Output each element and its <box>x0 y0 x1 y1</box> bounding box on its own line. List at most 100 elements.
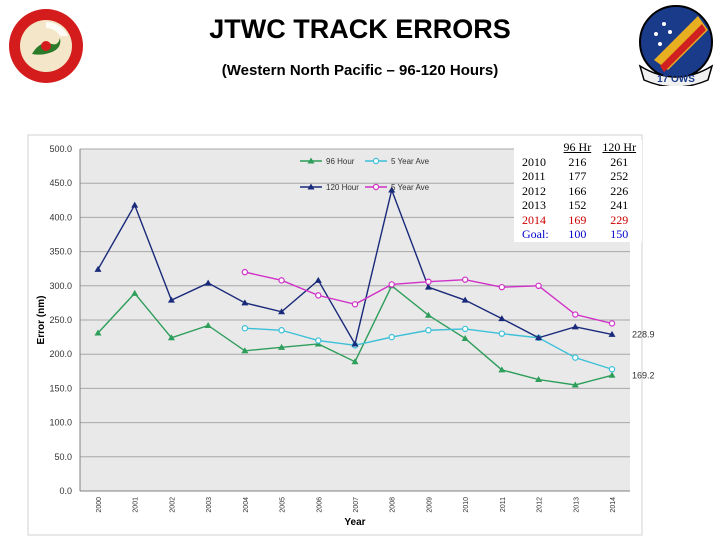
data-point <box>571 381 579 388</box>
stats-cell: 226 <box>610 183 629 198</box>
data-point <box>204 321 212 328</box>
x-tick-label: 2013 <box>573 497 580 513</box>
stats-cell: 2013 <box>522 198 546 212</box>
data-point <box>204 279 212 286</box>
x-tick-label: 2012 <box>537 497 544 513</box>
data-point <box>351 358 359 365</box>
x-tick-label: 2003 <box>206 497 213 513</box>
legend-entry: 120 Hour <box>300 183 359 192</box>
end-value-label: 169.2 <box>632 370 655 380</box>
legend-label: 5 Year Ave <box>391 183 430 192</box>
stats-cell: 2010 <box>522 154 546 169</box>
x-tick-label: 2005 <box>280 497 287 513</box>
x-tick-label: 2008 <box>390 497 397 513</box>
x-tick-label: 2001 <box>133 497 140 513</box>
data-point <box>498 366 506 373</box>
data-point <box>278 327 285 334</box>
data-point <box>461 325 469 333</box>
stats-table: 96 Hr 120 Hr 2010 216 261 2011 177 252 2012 166 22… <box>514 140 642 242</box>
data-point <box>167 296 175 303</box>
y-tick-label: 150.0 <box>49 383 72 393</box>
legend-entry: 5 Year Ave <box>365 183 430 192</box>
data-point <box>94 329 102 336</box>
data-point <box>461 296 469 303</box>
data-point <box>167 334 175 341</box>
data-point <box>351 340 359 347</box>
x-axis-label: Year <box>344 517 365 528</box>
data-point <box>424 311 432 318</box>
y-tick-label: 450.0 <box>49 178 72 188</box>
y-tick-label: 300.0 <box>49 281 72 291</box>
stats-header-cell <box>514 140 558 155</box>
y-tick-label: 500.0 <box>49 144 72 154</box>
x-tick-label: 2014 <box>610 497 617 513</box>
x-tick-label: 2011 <box>500 497 507 512</box>
stats-cell: Goal: <box>522 227 549 241</box>
data-point <box>608 371 616 378</box>
data-point <box>571 323 579 330</box>
legend-entry: 5 Year Ave <box>365 157 430 166</box>
x-tick-label: 2004 <box>243 497 250 513</box>
x-tick-label: 2000 <box>96 497 103 513</box>
y-tick-label: 100.0 <box>49 418 72 428</box>
stats-row: 2014 169 229 <box>514 213 642 228</box>
stats-row: 2011 177 252 <box>514 169 642 184</box>
data-point <box>572 354 579 361</box>
data-point <box>314 276 322 283</box>
data-point <box>307 183 315 190</box>
data-point <box>608 330 616 337</box>
data-point <box>131 289 139 296</box>
y-tick-label: 350.0 <box>49 247 72 257</box>
data-point <box>572 311 579 318</box>
data-point <box>535 282 542 289</box>
data-point <box>461 334 469 341</box>
stats-header-cell: 96 Hr <box>563 140 592 154</box>
stats-row: 2012 166 226 <box>514 184 642 199</box>
data-point <box>388 281 395 288</box>
stats-cell: 2014 <box>522 212 546 227</box>
page-subtitle: (Western North Pacific – 96-120 Hours) <box>221 62 499 79</box>
data-point <box>241 268 249 276</box>
data-point <box>278 277 285 284</box>
data-point <box>388 186 396 193</box>
legend-entry: 96 Hour <box>300 157 355 166</box>
stats-cell: 241 <box>610 198 629 212</box>
series-group <box>94 282 616 388</box>
data-point <box>241 299 249 306</box>
stats-header-cell: 120 Hr <box>602 140 637 154</box>
data-point <box>372 183 380 191</box>
series-group <box>241 325 616 373</box>
stats-cell: 252 <box>610 169 629 183</box>
y-tick-label: 400.0 <box>49 212 72 222</box>
jtwc-emblem-icon <box>9 9 83 83</box>
stats-row: Goal: 100 150 <box>514 227 642 242</box>
data-point <box>278 308 286 315</box>
stats-cell: 216 <box>568 154 587 169</box>
data-point <box>608 366 616 373</box>
stats-cell: 261 <box>610 154 629 169</box>
y-tick-label: 200.0 <box>49 349 72 359</box>
y-axis-label: Error (nm) <box>36 296 47 345</box>
x-tick-label: 2006 <box>316 497 323 513</box>
svg-text:17 OWS: 17 OWS <box>657 74 695 85</box>
stats-cell: 150 <box>610 227 629 241</box>
data-point <box>351 301 359 308</box>
data-point <box>307 157 315 164</box>
series-group <box>241 268 616 327</box>
stats-cell: 100 <box>568 227 587 241</box>
data-point <box>94 265 102 272</box>
legend-label: 5 Year Ave <box>391 157 430 166</box>
stats-header-row: 96 Hr 120 Hr <box>514 140 642 155</box>
data-point <box>535 376 543 383</box>
x-tick-label: 2010 <box>463 497 470 513</box>
data-point <box>315 292 322 299</box>
y-tick-label: 250.0 <box>49 315 72 325</box>
series-group <box>94 186 616 347</box>
data-point <box>241 325 249 332</box>
x-tick-label: 2002 <box>169 497 176 513</box>
legend-label: 96 Hour <box>326 157 355 166</box>
stats-cell: 169 <box>568 212 587 227</box>
stats-row: 2010 216 261 <box>514 155 642 170</box>
legend-label: 120 Hour <box>326 183 359 192</box>
